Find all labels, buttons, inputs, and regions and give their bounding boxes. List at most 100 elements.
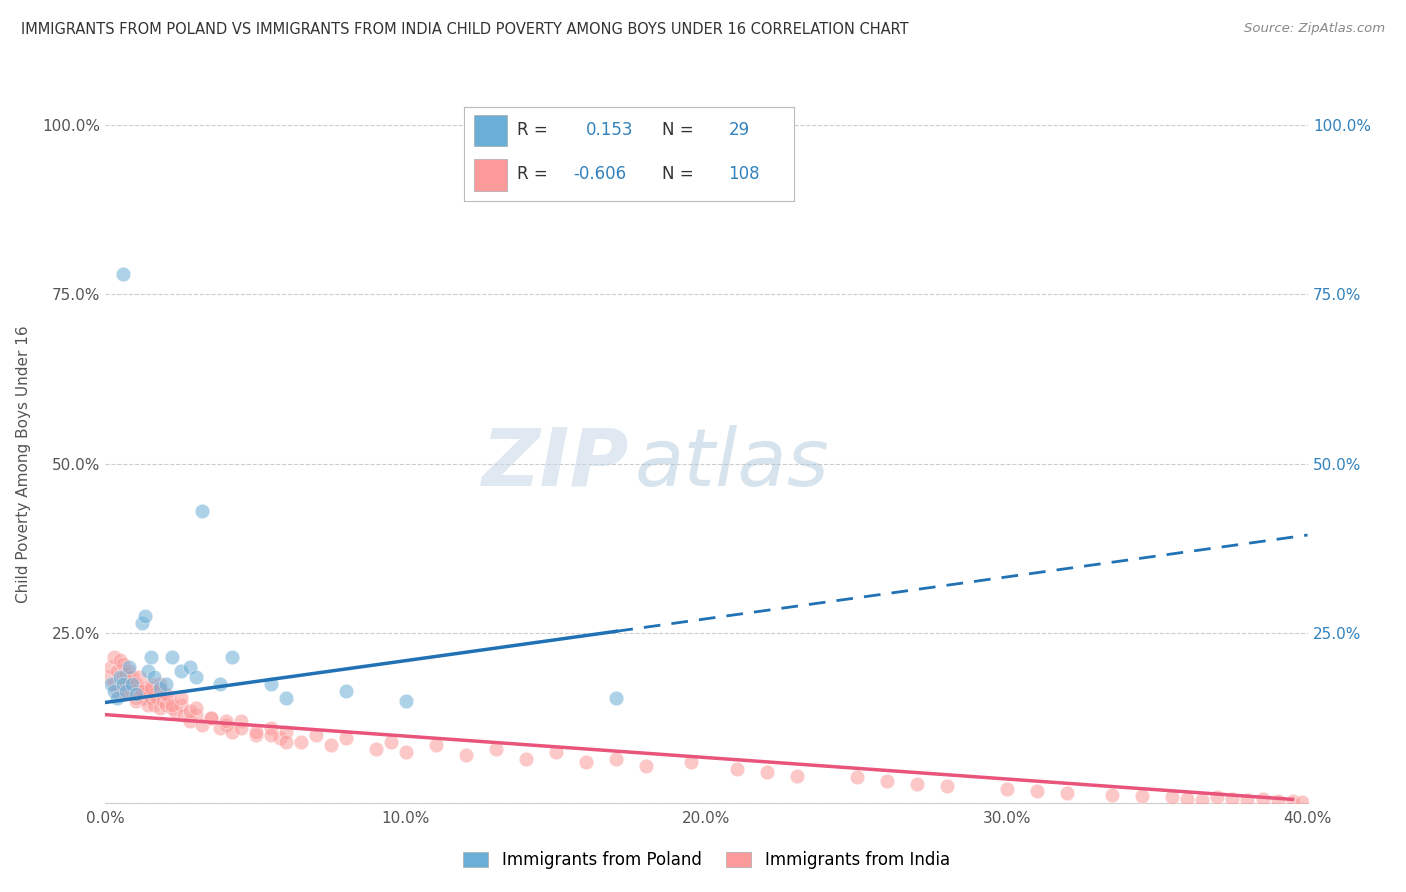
Point — [515, 752, 537, 766]
Point — [845, 770, 868, 784]
Point — [208, 721, 231, 735]
Point — [605, 690, 627, 705]
Point — [110, 670, 132, 684]
Text: IMMIGRANTS FROM POLAND VS IMMIGRANTS FROM INDIA CHILD POVERTY AMONG BOYS UNDER 1: IMMIGRANTS FROM POLAND VS IMMIGRANTS FRO… — [21, 22, 908, 37]
Point — [190, 504, 212, 518]
Legend: Immigrants from Poland, Immigrants from India: Immigrants from Poland, Immigrants from … — [457, 845, 956, 876]
Text: 0.153: 0.153 — [586, 121, 634, 139]
Point — [184, 670, 207, 684]
Point — [112, 657, 135, 671]
Point — [139, 690, 162, 705]
Point — [160, 701, 183, 715]
Point — [636, 758, 658, 772]
Point — [208, 677, 231, 691]
Text: N =: N = — [662, 121, 693, 139]
Point — [335, 684, 357, 698]
Point — [546, 745, 568, 759]
Point — [155, 698, 177, 712]
Y-axis label: Child Poverty Among Boys Under 16: Child Poverty Among Boys Under 16 — [15, 325, 31, 603]
Point — [190, 718, 212, 732]
Point — [121, 677, 143, 691]
Text: R =: R = — [517, 121, 547, 139]
Point — [221, 650, 243, 665]
Point — [128, 670, 150, 684]
Point — [936, 779, 959, 793]
Point — [121, 684, 143, 698]
Point — [755, 765, 778, 780]
Point — [103, 684, 125, 698]
Point — [575, 755, 598, 769]
Text: atlas: atlas — [634, 425, 830, 503]
Point — [107, 664, 129, 678]
Point — [1251, 792, 1274, 806]
Point — [1191, 793, 1213, 807]
Point — [605, 752, 627, 766]
Point — [1236, 793, 1258, 807]
Point — [319, 738, 342, 752]
Point — [100, 677, 122, 691]
Point — [152, 694, 174, 708]
Point — [995, 782, 1018, 797]
Point — [260, 728, 283, 742]
Point — [229, 714, 252, 729]
Point — [103, 677, 125, 691]
Point — [112, 677, 135, 691]
Point — [160, 698, 183, 712]
Bar — [474, 160, 508, 191]
Point — [124, 690, 146, 705]
Bar — [474, 114, 508, 146]
Point — [169, 698, 191, 712]
Point — [115, 667, 138, 681]
Point — [380, 735, 402, 749]
Point — [110, 653, 132, 667]
Point — [395, 694, 418, 708]
Point — [112, 670, 135, 684]
Point — [179, 704, 201, 718]
Point — [1267, 794, 1289, 808]
Point — [200, 711, 222, 725]
Point — [876, 774, 898, 789]
Point — [1175, 792, 1198, 806]
Point — [139, 677, 162, 691]
Point — [905, 777, 928, 791]
Point — [364, 741, 387, 756]
Point — [118, 664, 141, 678]
Point — [786, 769, 808, 783]
Point — [136, 698, 159, 712]
Point — [157, 690, 180, 705]
Point — [245, 724, 267, 739]
Point — [214, 718, 236, 732]
Point — [145, 690, 167, 705]
Point — [148, 684, 170, 698]
Point — [269, 731, 291, 746]
Point — [107, 684, 129, 698]
Point — [115, 684, 138, 698]
Point — [725, 762, 748, 776]
Point — [112, 684, 135, 698]
Point — [245, 728, 267, 742]
Point — [184, 701, 207, 715]
Point — [274, 724, 297, 739]
Point — [290, 735, 312, 749]
Point — [142, 698, 165, 712]
Point — [134, 690, 156, 705]
Point — [112, 267, 135, 281]
Point — [134, 609, 156, 624]
Point — [395, 745, 418, 759]
Point — [142, 687, 165, 701]
Point — [131, 684, 153, 698]
Point — [148, 677, 170, 691]
Point — [136, 664, 159, 678]
Point — [155, 677, 177, 691]
Point — [139, 650, 162, 665]
Point — [115, 687, 138, 701]
Point — [454, 748, 477, 763]
Point — [1056, 786, 1078, 800]
Point — [131, 616, 153, 631]
Point — [1291, 795, 1313, 809]
Point — [131, 690, 153, 705]
Point — [160, 650, 183, 665]
Point — [131, 684, 153, 698]
Point — [200, 711, 222, 725]
Point — [425, 738, 447, 752]
